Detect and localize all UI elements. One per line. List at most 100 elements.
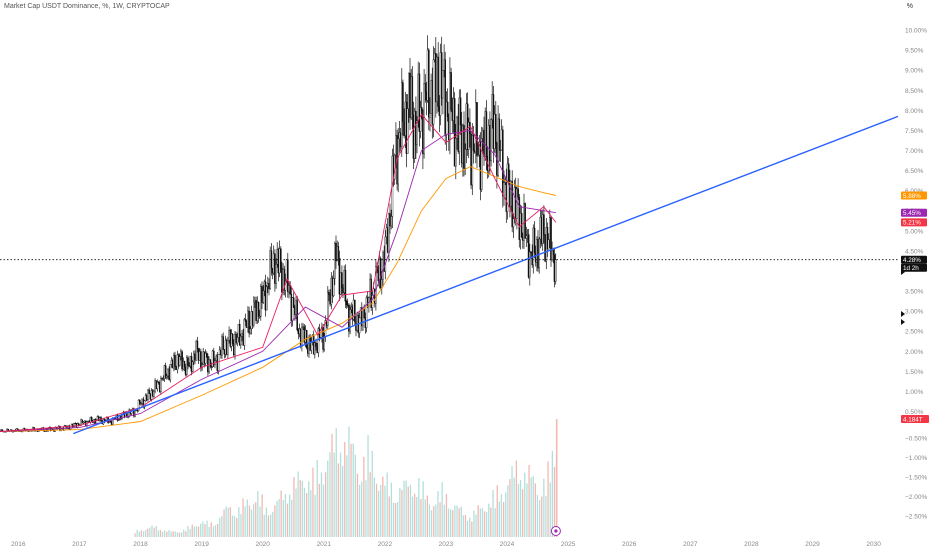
volume-bar [403, 480, 405, 537]
volume-bar [530, 477, 532, 537]
y-tick-label: 3.50% [905, 289, 924, 296]
volume-bar [242, 498, 244, 537]
y-tick-label: 9.00% [905, 68, 924, 75]
volume-bar [371, 450, 373, 537]
volume-bar [407, 486, 409, 537]
volume-bar [507, 485, 509, 537]
candle-body [138, 400, 141, 404]
volume-bar [454, 505, 456, 537]
candle-body [442, 69, 444, 99]
volume-bar [140, 530, 142, 537]
volume-bar [549, 482, 551, 537]
volume-bar [259, 506, 261, 537]
candle-body [453, 98, 456, 167]
volume-bar [303, 487, 306, 537]
candle-body [231, 333, 234, 344]
volume-bar [263, 514, 265, 537]
candle-body [236, 337, 239, 344]
y-tick-label: 4.50% [905, 248, 924, 255]
x-tick-label: 2027 [683, 541, 698, 548]
volume-bar [354, 454, 356, 537]
candle-body [181, 351, 183, 370]
volume-bar [261, 494, 263, 537]
candle-body [68, 425, 71, 430]
volume-bar [231, 515, 234, 537]
volume-bar [314, 494, 316, 537]
volume-bar [342, 465, 344, 537]
candle-body [498, 118, 501, 151]
volume-bar [270, 514, 272, 537]
volume-bar [522, 489, 524, 537]
candle-body [370, 278, 373, 309]
volume-bar [445, 494, 448, 537]
candle-body [248, 310, 250, 334]
price-badge [901, 263, 927, 272]
candle-body [204, 353, 207, 364]
candle-body [419, 106, 422, 132]
price-badge [901, 255, 927, 264]
candle-body [463, 125, 465, 169]
volume-bar [255, 502, 257, 537]
volume-bar [289, 494, 291, 537]
volume-bar [284, 493, 287, 537]
candle-body [506, 163, 509, 212]
volume-bar [488, 503, 490, 537]
volume-bar [206, 520, 208, 537]
volume-bar [382, 476, 384, 537]
candle-body [344, 270, 347, 302]
candle-body [517, 188, 519, 198]
volume-bar [539, 500, 541, 537]
volume-bar [517, 483, 520, 537]
y-tick-label: 7.00% [905, 148, 924, 155]
volume-bar-last [555, 419, 558, 537]
candle-body [262, 290, 265, 303]
volume-bar [278, 499, 280, 537]
volume-bar [227, 507, 229, 537]
volume-bar [475, 514, 477, 537]
candle-body [222, 336, 225, 350]
volume-bar [380, 484, 382, 537]
candle-body [201, 364, 203, 369]
candle-body [469, 121, 471, 135]
candle-body [529, 251, 531, 278]
volume-bar [536, 494, 539, 537]
x-tick-label: 2022 [378, 541, 393, 548]
volume-bar [447, 508, 450, 537]
price-badges: 5.88% 5.45% 5.21% 4.28%1d 2h 4.184T [901, 191, 929, 423]
volume-bar [375, 483, 378, 537]
volume-bar [367, 435, 369, 537]
volume-bar [293, 477, 295, 537]
volume-bar [479, 508, 481, 537]
volume-bar [420, 499, 422, 537]
volume-bar [257, 491, 259, 537]
volume-bar [352, 443, 354, 537]
volume-bar [316, 459, 318, 537]
volume-bar [174, 531, 176, 537]
x-tick-label: 2020 [255, 541, 270, 548]
volume-bar [172, 531, 174, 537]
volume-bar [212, 526, 215, 537]
candle-body [116, 414, 119, 421]
volume-bar [208, 527, 210, 537]
volume-bar [469, 517, 471, 537]
candle-body [467, 121, 470, 150]
volume-bar [356, 473, 359, 537]
volume-bar [200, 523, 202, 537]
volume-bar [176, 532, 179, 537]
axis-markers [550, 269, 905, 536]
volume-bar [178, 532, 181, 537]
y-tick-label: 1.00% [905, 389, 924, 396]
candle-body [315, 342, 317, 347]
x-tick-label: 2028 [744, 541, 759, 548]
volume-bar [191, 524, 193, 537]
candle-body [538, 238, 540, 269]
candle-body [117, 419, 120, 421]
x-tick-label: 2029 [805, 541, 820, 548]
volume-bar [397, 502, 399, 537]
volume-bar [365, 480, 367, 537]
volume-bar [202, 521, 204, 537]
volume-bar [483, 511, 486, 537]
candle-body [323, 336, 326, 350]
volume-bar [363, 456, 365, 537]
